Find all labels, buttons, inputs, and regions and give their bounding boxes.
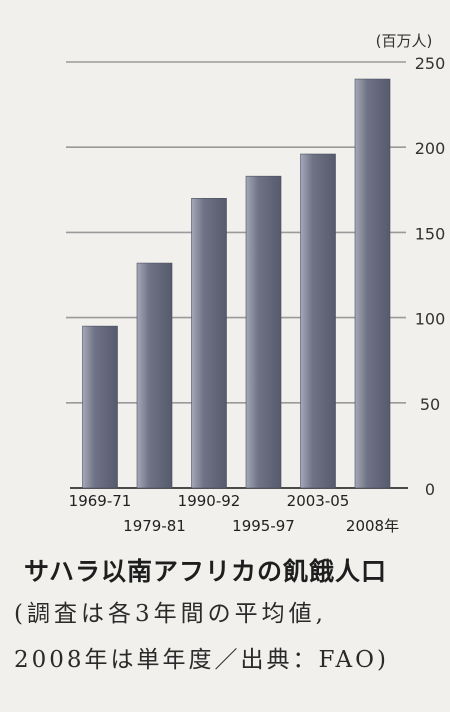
bar-2008年	[354, 78, 391, 489]
y-tick-label-0: 0	[425, 480, 435, 499]
bar-1995-97	[245, 175, 282, 489]
y-tick-label-250: 250	[415, 54, 446, 73]
bar-1990-92	[191, 198, 227, 489]
x-tick-label-1979-81: 1979-81	[123, 517, 186, 535]
x-tick-label-1969-71: 1969-71	[69, 492, 132, 510]
y-tick-label-50: 50	[420, 395, 440, 414]
x-tick-label-2003-05: 2003-05	[287, 492, 350, 510]
chart-caption-title: サハラ以南アフリカの飢餓人口	[24, 557, 388, 586]
x-tick-label-1995-97: 1995-97	[232, 517, 295, 535]
x-tick-label-2008年: 2008年	[346, 517, 399, 535]
y-tick-label-100: 100	[415, 310, 446, 329]
y-tick-label-150: 150	[415, 224, 446, 243]
y-axis-unit-label: (百万人)	[376, 32, 433, 50]
bar-2003-05	[300, 153, 336, 489]
bar-1969-71	[82, 325, 118, 489]
bar-1979-81	[136, 262, 173, 489]
chart-area: 0 50 100 150 200 250 (百万人) 1969-71 1979-81 1990-9…	[66, 32, 446, 535]
x-tick-label-1990-92: 1990-92	[178, 492, 241, 510]
chart-caption-note-2: 2008年は単年度／出典：FAO)	[14, 647, 389, 673]
chart-caption-note-1: (調査は各3年間の平均値,	[14, 601, 327, 627]
y-tick-label-200: 200	[415, 139, 446, 158]
bar-chart: 0 50 100 150 200 250 (百万人) 1969-71 1979-81 1990-9…	[66, 32, 446, 535]
